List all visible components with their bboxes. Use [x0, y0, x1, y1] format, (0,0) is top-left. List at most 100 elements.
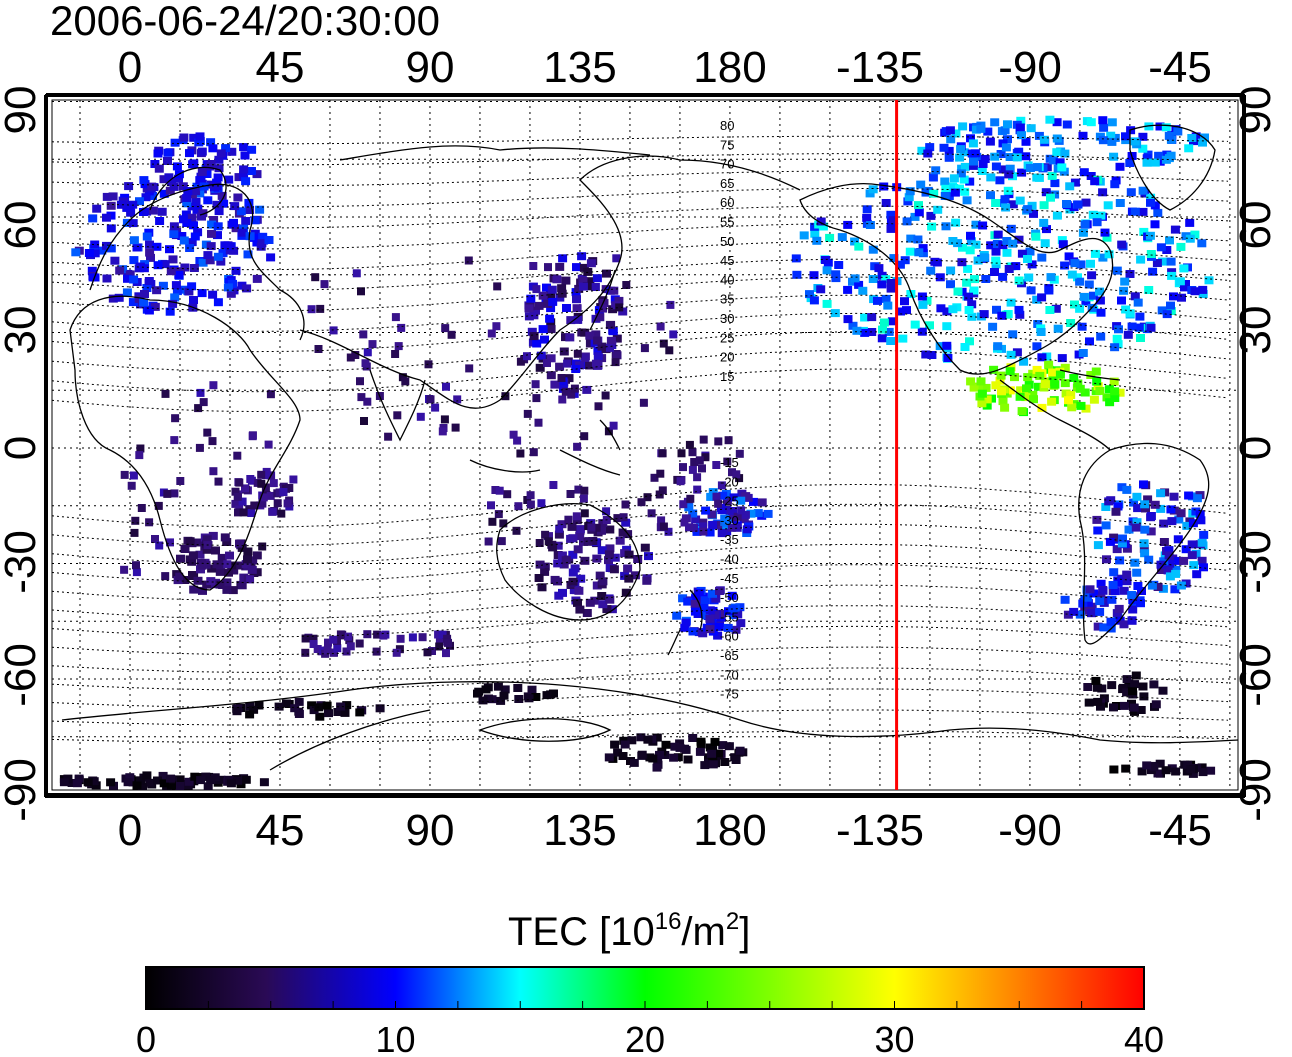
- tec-cell: [965, 337, 974, 346]
- tec-cell: [728, 507, 737, 515]
- tec-cell: [148, 192, 157, 200]
- tec-cell: [131, 516, 140, 525]
- tec-cell: [226, 289, 236, 298]
- tec-cell: [192, 205, 202, 214]
- tec-cell: [138, 782, 147, 790]
- contour-label: -60: [720, 629, 739, 644]
- tec-cell: [209, 381, 218, 390]
- tec-cell: [1073, 273, 1082, 282]
- tec-cell: [1128, 687, 1137, 696]
- lat-tick-label: 90: [1231, 86, 1280, 135]
- tec-cell: [408, 633, 417, 642]
- tec-cell: [277, 509, 286, 518]
- tec-cell: [953, 287, 963, 296]
- tec-cell: [170, 293, 180, 302]
- tec-cell: [1159, 519, 1169, 528]
- tec-cell: [206, 242, 216, 251]
- tec-cell: [1090, 177, 1100, 186]
- contour-label: 75: [720, 137, 734, 152]
- tec-cell: [128, 298, 138, 307]
- tec-cell: [447, 330, 456, 339]
- tec-cell: [878, 325, 887, 334]
- tec-cell: [283, 499, 292, 508]
- tec-cell: [163, 489, 172, 498]
- tec-cell: [867, 313, 877, 322]
- tec-cell: [685, 523, 693, 532]
- tec-cell: [197, 147, 207, 156]
- tec-cell: [862, 205, 872, 214]
- tec-cell: [438, 427, 447, 436]
- tec-cell: [1126, 188, 1136, 197]
- tec-cell: [886, 210, 896, 219]
- tec-cell: [1157, 566, 1166, 574]
- tec-cell: [990, 152, 1000, 161]
- tec-cell: [816, 285, 826, 294]
- tec-cell: [607, 605, 617, 614]
- tec-cell: [206, 138, 216, 147]
- tec-cell: [1060, 149, 1070, 158]
- tec-cell: [572, 512, 581, 521]
- tec-cell: [1085, 337, 1094, 346]
- tec-cell: [575, 605, 585, 614]
- tec-cell: [259, 778, 269, 787]
- tec-cell: [918, 249, 928, 258]
- tec-cell: [724, 436, 733, 445]
- tec-cell: [240, 151, 250, 160]
- tec-cell: [605, 525, 615, 534]
- tec-cell: [357, 393, 366, 402]
- tec-cell: [190, 772, 200, 781]
- tec-cell: [652, 763, 662, 772]
- tec-cell: [361, 359, 370, 368]
- lon-tick-label: 45: [256, 43, 305, 92]
- tec-cell: [948, 305, 958, 314]
- tec-cell: [741, 492, 751, 501]
- tec-cell: [942, 322, 952, 331]
- tec-cell: [1158, 686, 1168, 695]
- tec-cell: [723, 623, 733, 632]
- tec-cell: [543, 299, 553, 308]
- tec-cell: [1108, 581, 1118, 589]
- tec-cell: [712, 492, 721, 501]
- tec-cell: [1092, 515, 1102, 524]
- tec-cell: [1019, 357, 1029, 366]
- contour-label: 30: [720, 311, 734, 326]
- tec-cell: [580, 556, 590, 565]
- tec-cell: [1060, 595, 1070, 604]
- tec-cell: [1095, 597, 1105, 606]
- tec-cell: [1069, 607, 1079, 616]
- contour-label: -70: [720, 667, 739, 682]
- tec-cell: [192, 182, 202, 191]
- tec-cell: [677, 449, 686, 458]
- tec-cell: [699, 604, 709, 613]
- tec-cell: [532, 394, 541, 403]
- contour-labels: 80 75 70 65 60 55 50 45 40 35 30 25 20 15 -15 -20 -25 -30…: [720, 118, 739, 702]
- timestamp-title: 2006-06-24/20:30:00: [50, 0, 440, 44]
- tec-cell: [208, 144, 218, 153]
- tec-cell: [557, 284, 567, 293]
- tec-cell: [249, 705, 259, 714]
- tec-cell: [1115, 556, 1125, 565]
- tec-cell: [615, 536, 625, 545]
- tec-cell: [993, 342, 1003, 351]
- tec-cell: [351, 351, 360, 359]
- tec-cell: [1133, 504, 1143, 513]
- tec-cell: [998, 397, 1008, 406]
- tec-cell: [526, 491, 535, 500]
- tec-cell: [301, 634, 310, 643]
- tec-cell: [438, 630, 447, 639]
- tec-cell: [1187, 540, 1197, 549]
- tec-cell: [612, 334, 622, 343]
- tec-cell: [1107, 595, 1117, 604]
- colorbar-title: TEC [1016/m2]: [508, 908, 750, 954]
- tec-cell: [242, 284, 252, 293]
- tec-cell: [324, 709, 333, 718]
- tec-cell: [585, 598, 595, 607]
- tec-cell: [578, 277, 588, 285]
- tec-cell: [151, 535, 159, 543]
- tec-cell: [558, 254, 568, 263]
- tec-cell: [791, 254, 801, 263]
- tec-cell: [1156, 504, 1166, 513]
- tec-cell: [257, 479, 266, 488]
- tec-cell: [720, 514, 730, 523]
- tec-cell: [344, 632, 352, 641]
